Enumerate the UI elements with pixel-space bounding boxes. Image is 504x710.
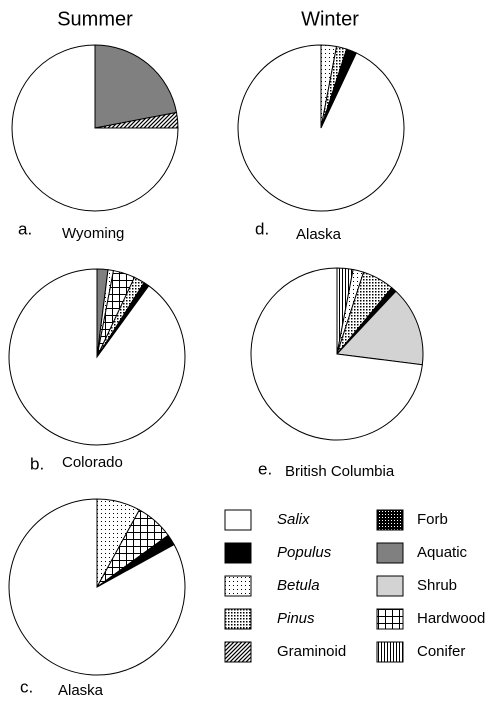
legend-label: Salix — [277, 511, 310, 528]
pie-title: Wyoming — [62, 225, 124, 242]
pie-slice — [250, 267, 423, 441]
pie-letter: e. — [258, 459, 272, 478]
column-title: Winter — [301, 8, 359, 30]
legend-label: Populus — [277, 544, 332, 561]
legend-label: Aquatic — [417, 544, 468, 561]
legend-swatch — [376, 608, 404, 630]
pie-slice — [335, 290, 424, 366]
pie-slice — [8, 268, 186, 446]
legend-swatch — [224, 509, 252, 531]
legend-label: Pinus — [277, 610, 315, 627]
pie-letter: b. — [30, 454, 44, 473]
legend-label: Hardwood — [417, 610, 485, 627]
column-title: Summer — [57, 8, 133, 30]
pie-title: Alaska — [296, 226, 342, 243]
pie-slice — [94, 44, 178, 129]
legend-swatch — [376, 509, 404, 531]
legend-swatch — [376, 542, 404, 564]
legend-label: Forb — [417, 511, 448, 528]
pie-title: British Columbia — [285, 463, 395, 480]
legend-label: Conifer — [417, 643, 465, 660]
legend-swatch — [376, 641, 404, 663]
legend-swatch — [224, 542, 252, 564]
pie-title: Colorado — [62, 454, 123, 471]
legend-label: Betula — [277, 577, 320, 594]
pie-letter: c. — [20, 677, 33, 696]
pie-slice — [8, 498, 186, 676]
legend-swatch — [224, 608, 252, 630]
legend-swatch — [376, 575, 404, 597]
pie-letter: a. — [18, 219, 32, 238]
pie-slice — [237, 44, 405, 212]
legend-label: Graminoid — [277, 643, 346, 660]
legend-swatch — [224, 641, 252, 663]
legend-swatch — [224, 575, 252, 597]
pie-letter: d. — [255, 219, 269, 238]
pie-title: Alaska — [58, 682, 104, 699]
legend-label: Shrub — [417, 577, 457, 594]
pie-slice — [11, 44, 179, 212]
